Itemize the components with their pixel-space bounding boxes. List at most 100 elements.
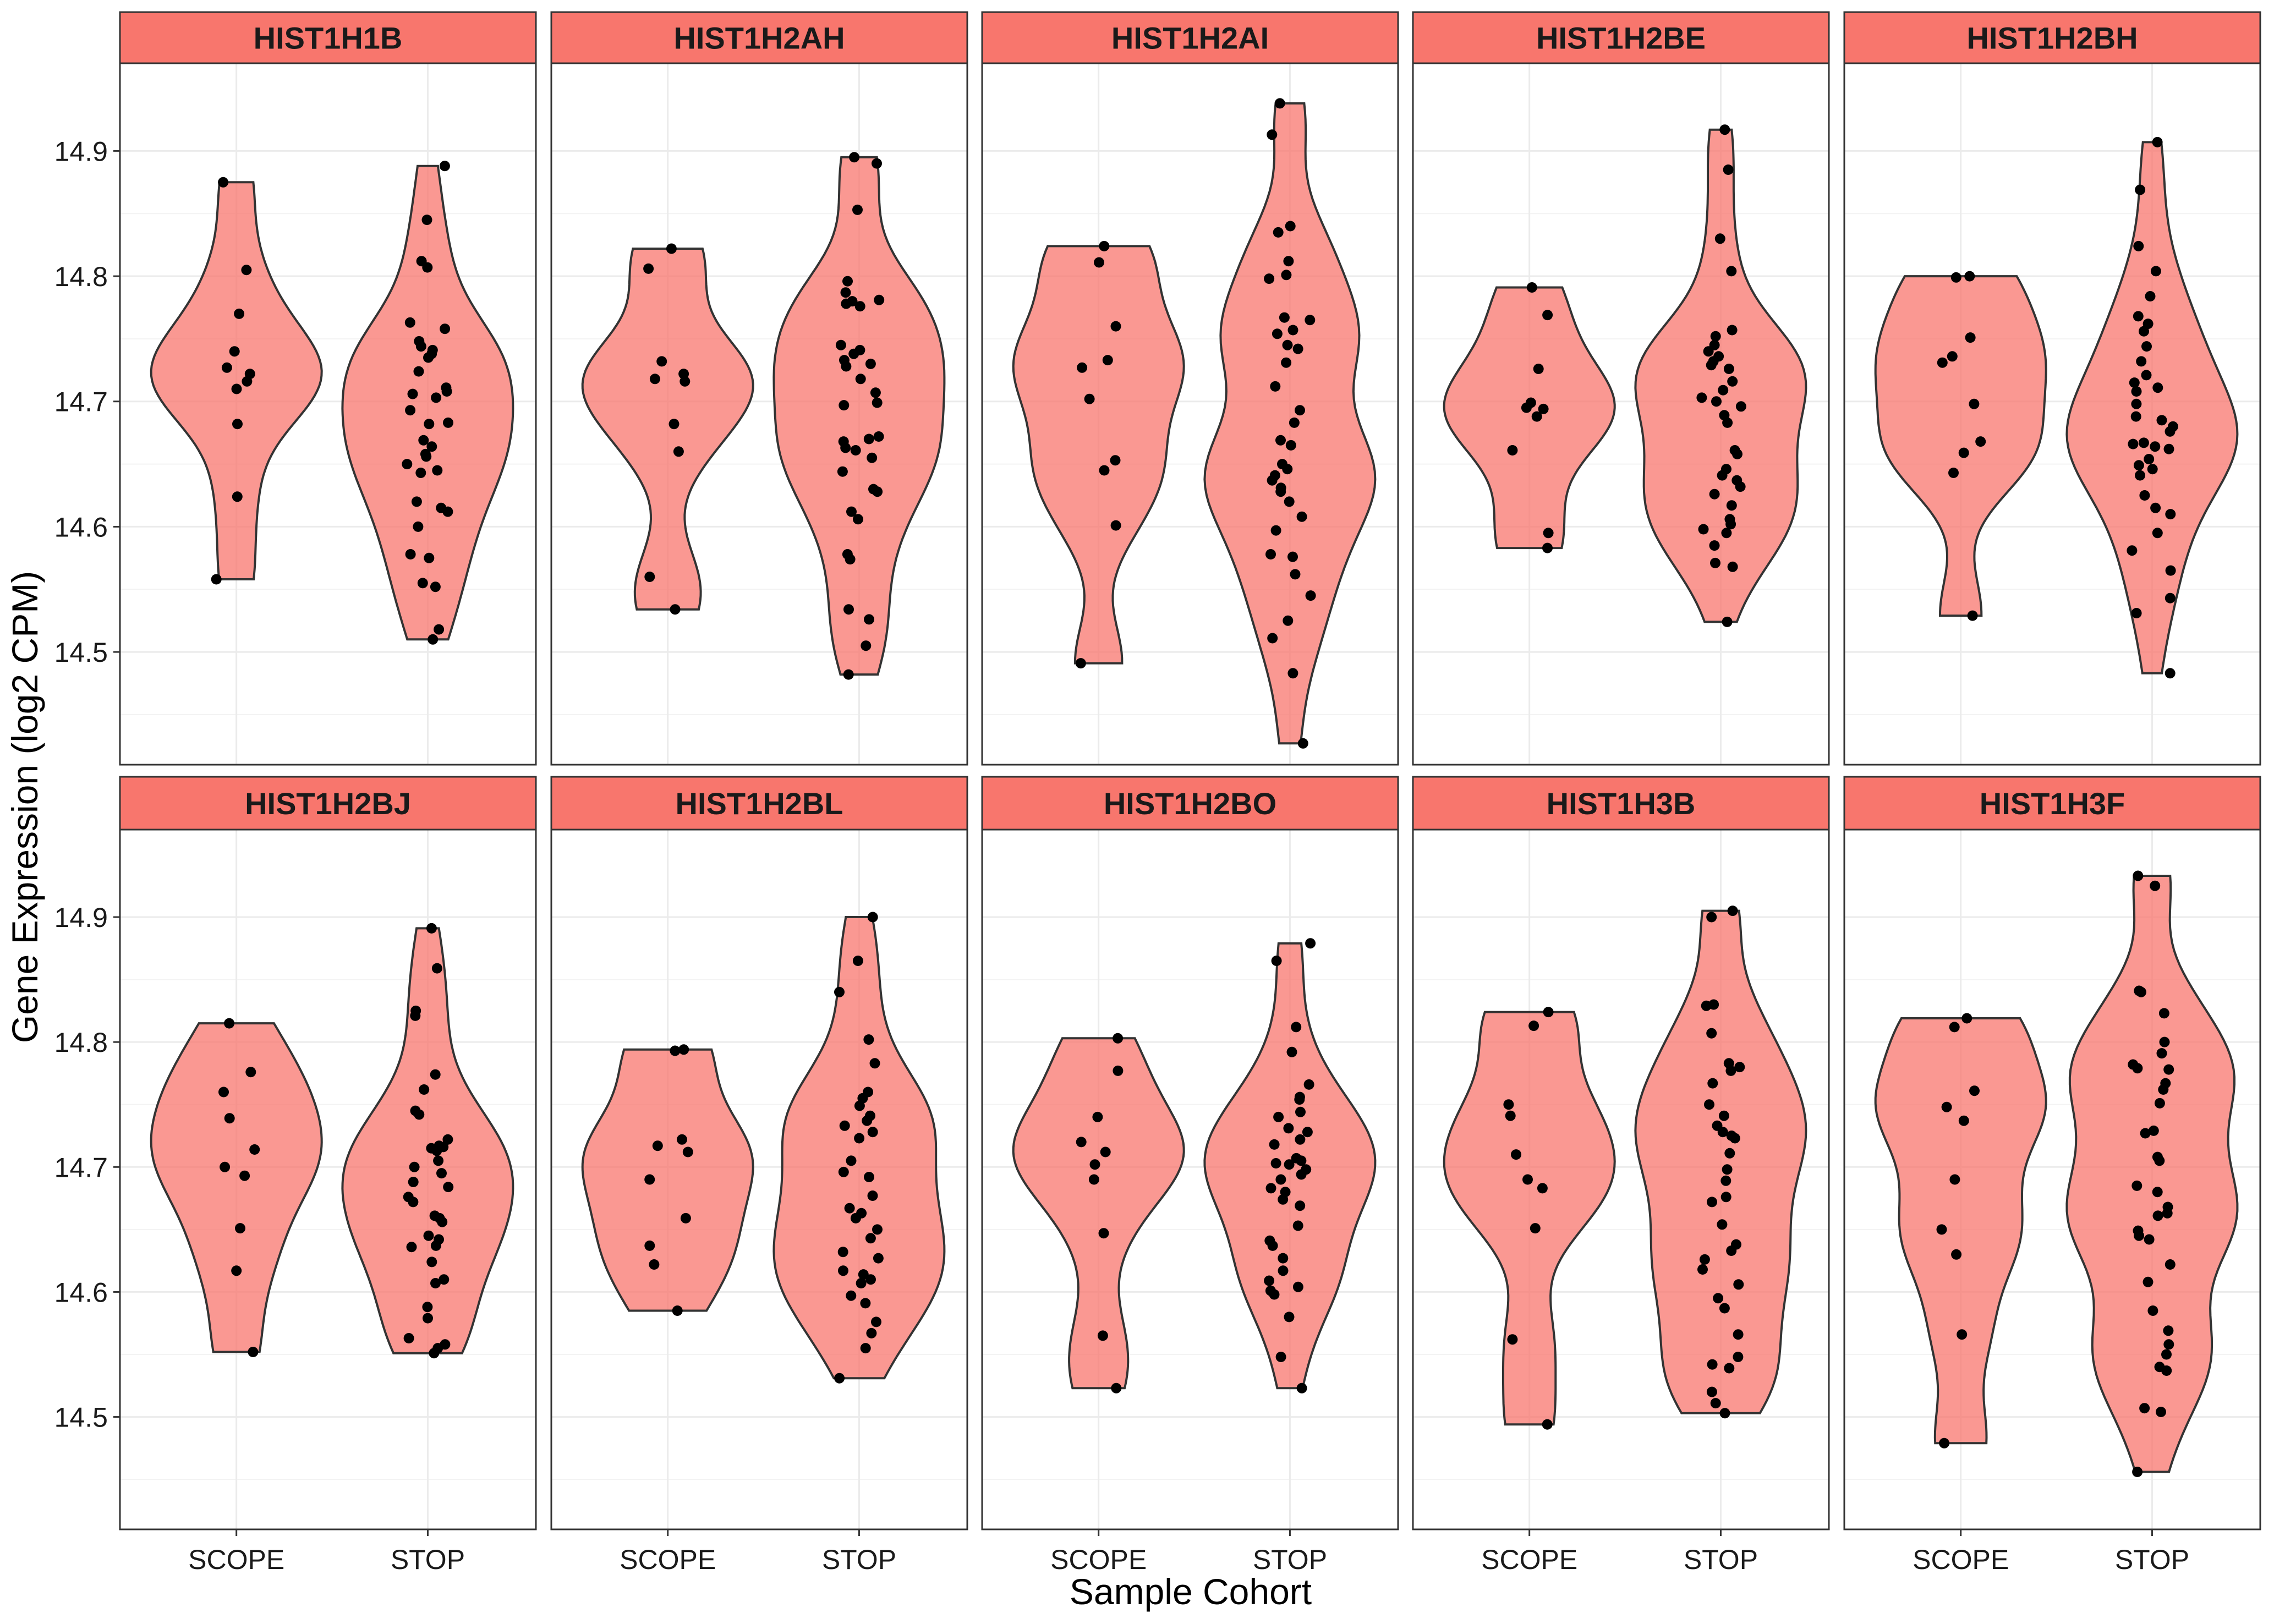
data-point: [1733, 1329, 1744, 1340]
data-point: [2136, 986, 2146, 997]
data-point: [1710, 557, 1720, 568]
facet-panel: HIST1H3F SCOPE STOP: [1843, 776, 2261, 1575]
data-point: [1538, 403, 1549, 414]
data-point: [431, 1145, 442, 1156]
facet-strip: [981, 776, 1399, 831]
data-point: [1305, 938, 1316, 949]
data-point: [1727, 325, 1738, 336]
data-point: [1287, 325, 1298, 336]
data-point: [1275, 486, 1286, 497]
data-point: [429, 1348, 440, 1359]
data-point: [838, 1265, 848, 1276]
data-point: [1732, 448, 1743, 459]
data-point: [1723, 164, 1734, 175]
data-point: [1726, 500, 1737, 511]
data-point: [1961, 1013, 1972, 1024]
data-point: [232, 419, 243, 430]
data-point: [428, 634, 439, 645]
facet-strip-title: HIST1H1B: [254, 21, 403, 56]
data-point: [845, 554, 856, 565]
data-point: [2139, 326, 2149, 337]
data-point: [2159, 1036, 2170, 1047]
facet-panel: HIST1H2AH: [550, 11, 968, 766]
data-point: [231, 383, 242, 394]
violin-stop: [1634, 128, 1807, 623]
facet-strip: [550, 11, 968, 64]
data-point: [854, 301, 865, 312]
data-point: [2150, 502, 2161, 513]
y-tick-label: 14.9: [54, 902, 108, 933]
data-point: [1283, 615, 1294, 626]
data-point: [1936, 1224, 1947, 1235]
data-point: [1278, 1265, 1289, 1276]
data-point: [839, 400, 850, 411]
data-point: [852, 204, 863, 215]
data-point: [652, 1140, 663, 1151]
data-point: [1281, 270, 1292, 281]
data-point: [1111, 1382, 1122, 1393]
data-point: [405, 549, 416, 559]
data-point: [414, 1109, 425, 1120]
violin-stop: [341, 164, 514, 641]
data-point: [410, 1010, 421, 1021]
data-point: [841, 298, 852, 309]
violin-stop: [772, 916, 946, 1380]
data-point: [1267, 475, 1278, 486]
data-point: [862, 1115, 873, 1126]
data-point: [869, 1058, 880, 1069]
violin-stop: [1634, 909, 1807, 1414]
y-tick-label: 14.8: [54, 261, 108, 292]
facet-panel: HIST1H2BO SCOPE STOP: [981, 776, 1399, 1575]
data-point: [2135, 470, 2145, 481]
facet-panel: HIST1H2BJ 14.5 14.6 14.7 14.8 14.9 SCOPE STOP: [54, 776, 537, 1575]
data-point: [1294, 1094, 1305, 1105]
data-point: [1113, 1065, 1124, 1076]
data-point: [1542, 542, 1553, 553]
data-point: [430, 1069, 441, 1080]
data-point: [1726, 266, 1737, 277]
violin-scope: [1443, 1011, 1616, 1426]
data-point: [2147, 1305, 2158, 1316]
data-point: [1272, 328, 1283, 339]
data-point: [1941, 1101, 1952, 1112]
data-point: [1270, 381, 1281, 392]
data-point: [1735, 401, 1746, 412]
data-point: [1285, 221, 1296, 232]
data-point: [1722, 616, 1733, 627]
data-point: [2133, 870, 2144, 881]
data-point: [864, 1172, 874, 1182]
data-point: [2139, 490, 2150, 501]
data-point: [843, 604, 854, 615]
data-point: [440, 323, 451, 334]
data-point: [2165, 592, 2176, 603]
facet-panel: HIST1H1B 14.5 14.6 14.7 14.8 14.9: [54, 11, 537, 766]
data-point: [426, 441, 437, 452]
data-point: [437, 1216, 448, 1227]
data-point: [2128, 438, 2139, 449]
data-point: [1528, 1021, 1539, 1032]
data-point: [1297, 738, 1308, 749]
data-point: [405, 405, 416, 416]
data-point: [849, 152, 860, 163]
data-point: [1507, 445, 1518, 456]
data-point: [2163, 443, 2174, 454]
x-tick-label: SCOPE: [1050, 1544, 1147, 1575]
data-point: [432, 465, 443, 476]
data-point: [2163, 1325, 2174, 1336]
data-point: [861, 640, 872, 651]
data-point: [415, 468, 426, 478]
data-point: [1721, 528, 1732, 539]
data-point: [852, 956, 863, 966]
data-point: [2131, 386, 2142, 397]
data-point: [680, 1212, 691, 1224]
data-point: [1710, 1398, 1721, 1409]
data-point: [865, 1233, 876, 1244]
facet-strip: [981, 11, 1399, 64]
data-point: [430, 1278, 441, 1288]
data-point: [419, 1084, 430, 1095]
data-point: [2162, 1208, 2173, 1219]
data-point: [422, 1302, 433, 1313]
data-point: [406, 1242, 417, 1253]
violin-scope: [1012, 1037, 1185, 1390]
facet-strip: [1843, 776, 2261, 831]
